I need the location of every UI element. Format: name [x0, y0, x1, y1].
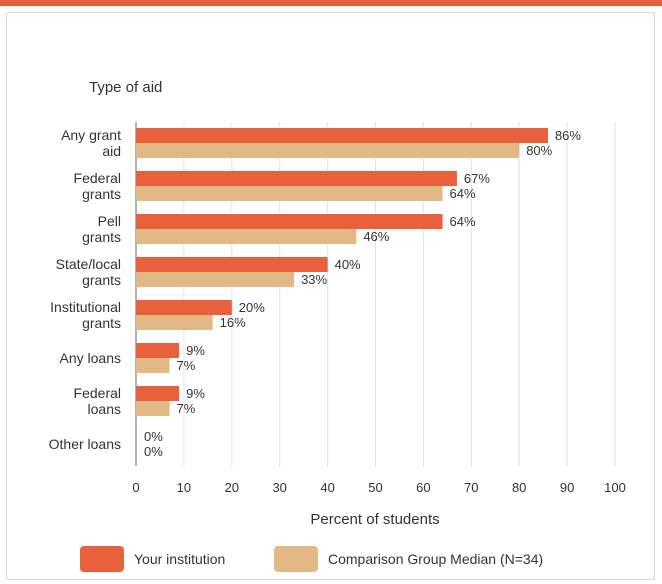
x-tick-label: 60 — [416, 480, 430, 495]
bar — [136, 128, 548, 143]
data-label: 7% — [177, 401, 196, 416]
category-label: grants — [82, 272, 121, 288]
bar — [136, 343, 180, 358]
x-tick-label: 30 — [272, 480, 286, 495]
x-tick-label: 10 — [177, 480, 191, 495]
category-label: Any loans — [60, 350, 121, 366]
data-label: 0% — [144, 429, 163, 444]
data-label: 9% — [186, 386, 205, 401]
category-label: Any grant — [61, 127, 121, 143]
data-label: 86% — [555, 128, 581, 143]
x-tick-label: 20 — [225, 480, 239, 495]
category-label: Pell — [98, 213, 121, 229]
data-label: 64% — [450, 186, 476, 201]
x-tick-label: 90 — [560, 480, 574, 495]
bar — [136, 358, 170, 373]
bar — [136, 272, 295, 287]
data-label: 64% — [450, 214, 476, 229]
category-label: grants — [82, 229, 121, 245]
bar — [136, 229, 357, 244]
chart-panel — [6, 12, 655, 580]
x-tick-labels: 0 10 20 30 40 50 60 70 80 90 100 — [132, 480, 625, 495]
bar — [136, 386, 180, 401]
legend: Your institution Comparison Group Median… — [0, 545, 662, 573]
data-label: 67% — [464, 171, 490, 186]
x-tick-label: 70 — [464, 480, 478, 495]
category-label: loans — [88, 401, 121, 417]
category-label: aid — [102, 143, 121, 159]
bar — [136, 257, 328, 272]
category-label: grants — [82, 186, 121, 202]
data-label: 9% — [186, 343, 205, 358]
x-tick-label: 80 — [512, 480, 526, 495]
category-label: Institutional — [50, 299, 121, 315]
legend-swatch-comparison — [274, 546, 318, 572]
data-label: 40% — [335, 257, 361, 272]
data-label: 46% — [363, 229, 389, 244]
x-tick-label: 50 — [368, 480, 382, 495]
x-tick-label: 40 — [320, 480, 334, 495]
x-tick-label: 0 — [132, 480, 139, 495]
legend-item-comparison[interactable]: Comparison Group Median (N=34) — [274, 545, 543, 573]
chart-title: Type of aid — [89, 79, 162, 96]
data-label: 7% — [177, 358, 196, 373]
legend-label-institution: Your institution — [134, 551, 226, 567]
x-tick-label: 100 — [604, 480, 626, 495]
category-label: Other loans — [49, 436, 121, 452]
legend-item-institution[interactable]: Your institution — [80, 545, 225, 573]
category-label: Federal — [74, 170, 121, 186]
bar — [136, 143, 520, 158]
category-label: State/local — [56, 256, 121, 272]
bar — [136, 315, 213, 330]
data-label: 33% — [301, 272, 327, 287]
bar — [136, 214, 443, 229]
legend-swatch-institution — [80, 546, 124, 572]
legend-label-comparison: Comparison Group Median (N=34) — [328, 551, 544, 567]
data-label: 0% — [144, 444, 163, 459]
data-label: 20% — [239, 300, 265, 315]
x-axis-title: Percent of students — [310, 511, 439, 528]
bar-chart: Type of aid 86%80%67%64%64%46%40%33%20%1… — [49, 79, 626, 528]
category-labels: Any grantaidFederalgrantsPellgrantsState… — [49, 127, 121, 452]
category-label: grants — [82, 315, 121, 331]
bar — [136, 300, 232, 315]
data-label: 80% — [526, 143, 552, 158]
top-accent-bar — [0, 0, 662, 6]
bar — [136, 171, 457, 186]
bar — [136, 186, 443, 201]
category-label: Federal — [74, 385, 121, 401]
bar — [136, 401, 170, 416]
data-label: 16% — [220, 315, 246, 330]
bars: 86%80%67%64%64%46%40%33%20%16%9%7%9%7%0%… — [136, 128, 581, 459]
